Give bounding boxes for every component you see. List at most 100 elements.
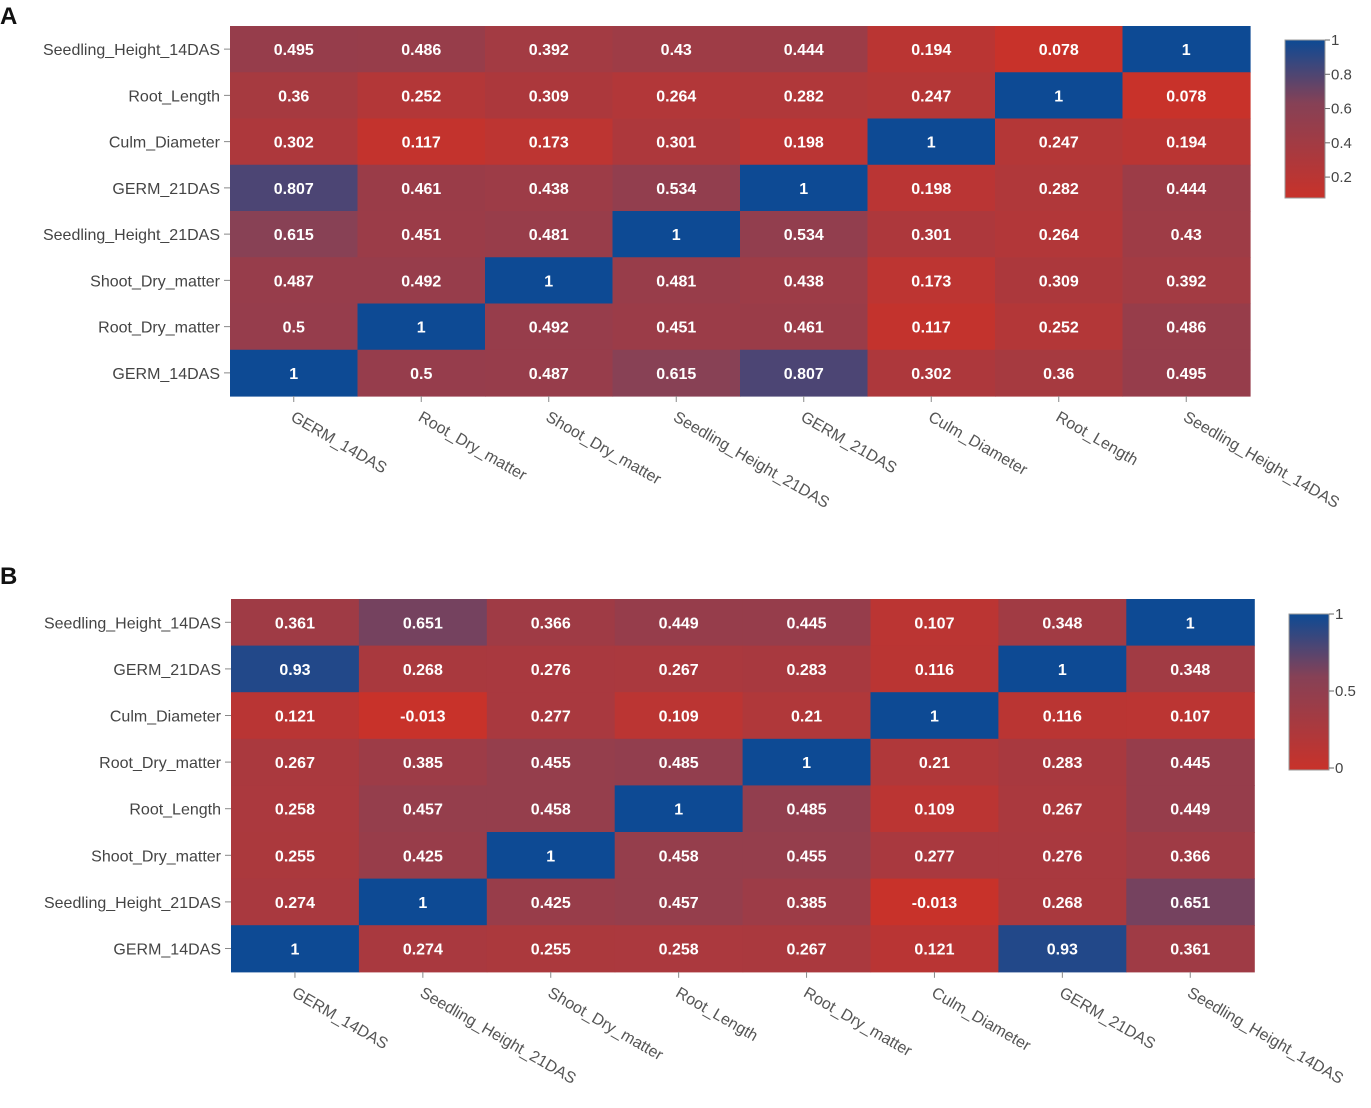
heatmap-b-cell-value: 0.268	[403, 662, 443, 679]
heatmap-a-row-label: Shoot_Dry_matter	[90, 273, 221, 290]
heatmap-a-cell	[485, 118, 614, 166]
heatmap-b-cell	[1126, 832, 1255, 880]
heatmap-b-row-label: Culm_Diameter	[110, 709, 222, 726]
heatmap-a-cell-value: 0.444	[1166, 181, 1206, 198]
heatmap-a-cell-value: 0.198	[784, 135, 824, 152]
heatmap-b-cell-value: 1	[290, 942, 299, 959]
heatmap-a-cell	[357, 257, 486, 305]
heatmap-b-cell	[358, 878, 488, 926]
heatmap-a-cell	[357, 26, 486, 73]
heatmap-a-colorbar-tick-label: 0.2	[1331, 169, 1352, 186]
heatmap-a-cell	[740, 118, 869, 166]
heatmap-b-cell-value: 0.107	[1170, 709, 1210, 726]
heatmap-a-cell-value: 0.5	[410, 366, 432, 383]
heatmap-a-cell-value: 0.438	[784, 273, 824, 290]
heatmap-b-col-label: Seedling_Height_14DAS	[1184, 985, 1346, 1088]
heatmap-b-col-label: Culm_Diameter	[928, 985, 1033, 1056]
heatmap-a-cell-value: 0.301	[656, 135, 696, 152]
heatmap-b-cell-value: 0.267	[1042, 802, 1082, 819]
heatmap-a-cell	[230, 349, 359, 397]
heatmap-a-cell-value: 0.392	[1166, 273, 1206, 290]
heatmap-b-cell-value: 1	[1058, 662, 1067, 679]
heatmap-a-cell	[740, 257, 869, 305]
heatmap-a-cell	[995, 349, 1124, 397]
heatmap-a-colorbar-tick-label: 1	[1331, 32, 1339, 49]
heatmap-b-cell-value: 0.348	[1042, 615, 1082, 632]
heatmap-a-row-label: Culm_Diameter	[109, 135, 221, 152]
heatmap-a-cell	[867, 26, 996, 73]
heatmap-b-cell-value: 0.457	[659, 895, 699, 912]
heatmap-a-cell	[357, 72, 486, 120]
heatmap-b-cell-value: 0.116	[915, 662, 954, 679]
heatmap-b-cell-value: 0.274	[403, 942, 443, 959]
heatmap-a-cell-value: 0.495	[1166, 366, 1206, 383]
heatmap-b-cell-value: 1	[930, 709, 939, 726]
heatmap-a-cell-value: 0.36	[1043, 366, 1074, 383]
heatmap-b-cell	[486, 645, 616, 693]
heatmap-b-cell-value: 0.445	[787, 615, 827, 632]
heatmap-a-cell-value: 0.438	[529, 181, 569, 198]
heatmap-a-cell	[995, 26, 1124, 73]
heatmap-a-colorbar-tick-label: 0.8	[1331, 66, 1352, 83]
heatmap-b-cell-value: 0.348	[1170, 662, 1210, 679]
heatmap-b-cell-value: 0.267	[659, 662, 699, 679]
heatmap-a-cell	[612, 211, 741, 258]
heatmap-a-col-label: GERM_21DAS	[798, 409, 900, 478]
heatmap-b-cell-value: 0.274	[275, 895, 315, 912]
heatmap-b-cell	[1126, 692, 1255, 740]
heatmap-a-cell	[230, 72, 359, 120]
heatmap-a-col-label: Seedling_Height_14DAS	[1180, 409, 1342, 512]
heatmap-a-cell-value: 0.492	[401, 273, 441, 290]
heatmap-a-cell-value: 0.486	[1166, 320, 1206, 337]
heatmap-b-cell-value: -0.013	[912, 895, 957, 912]
heatmap-b-cell	[870, 692, 999, 740]
heatmap-a-cell	[230, 211, 359, 258]
heatmap-b-cell	[231, 832, 360, 880]
heatmap-b-cell-value: 0.455	[787, 848, 827, 865]
heatmap-b-cell	[231, 925, 360, 973]
heatmap-a-cell-value: 0.495	[274, 42, 314, 59]
heatmap-b-cell-value: 0.276	[1042, 848, 1082, 865]
heatmap-a-col-label: Culm_Diameter	[925, 409, 1030, 480]
heatmap-panel-b: B 0.361 0.651 0.366 0.449 0.445 0.107 0.348 1 0.…	[0, 563, 1356, 1088]
heatmap-a-cell	[230, 118, 359, 166]
heatmap-b-cell	[998, 645, 1127, 693]
heatmap-a-cell	[357, 118, 486, 166]
heatmap-a-cell	[485, 211, 614, 258]
heatmap-b-cell-value: 0.651	[403, 615, 443, 632]
heatmap-a-colorbar-tick-label: 0.4	[1331, 135, 1352, 152]
heatmap-a-cell-value: 0.807	[784, 366, 824, 383]
heatmap-a-cell-value: 0.264	[656, 88, 696, 105]
heatmap-a-cell	[740, 164, 869, 212]
heatmap-b-cell	[998, 925, 1127, 973]
heatmap-b-cell-value: 0.107	[914, 615, 954, 632]
heatmap-b-cell-value: 0.258	[659, 942, 699, 959]
heatmap-b-cell	[998, 832, 1127, 880]
heatmap-b-cell-value: -0.013	[400, 709, 445, 726]
heatmap-a-cell	[357, 349, 486, 397]
heatmap-b-cell-value: 0.385	[403, 755, 443, 772]
heatmap-a-cell	[357, 211, 486, 258]
heatmap-b-cell-value: 0.93	[1047, 942, 1078, 959]
heatmap-a-cell-value: 0.309	[1039, 273, 1079, 290]
heatmap-b-cell	[998, 692, 1127, 740]
heatmap-a-cell-value: 0.247	[1039, 135, 1079, 152]
heatmap-b-cell	[358, 599, 488, 647]
heatmap-b-cell-value: 0.267	[275, 755, 315, 772]
heatmap-a-cell-value: 0.487	[529, 366, 569, 383]
heatmap-a-cell	[485, 349, 614, 397]
heatmap-a-cell-value: 0.615	[656, 366, 696, 383]
heatmap-a-cell-value: 0.078	[1166, 88, 1206, 105]
heatmap-a-cell	[867, 164, 996, 212]
heatmap-a-cell-value: 0.43	[661, 42, 692, 59]
heatmap-b-cell-value: 0.277	[914, 848, 954, 865]
heatmap-a-cell	[867, 257, 996, 305]
heatmap-b-cell-value: 0.276	[531, 662, 571, 679]
heatmap-b-cell-value: 0.449	[659, 615, 699, 632]
heatmap-a-cell-value: 0.534	[784, 227, 824, 244]
heatmap-a-cell	[867, 72, 996, 120]
heatmap-b-cell	[870, 925, 999, 973]
heatmap-b-cell	[742, 645, 872, 693]
heatmap-a-cell-value: 1	[544, 273, 553, 290]
